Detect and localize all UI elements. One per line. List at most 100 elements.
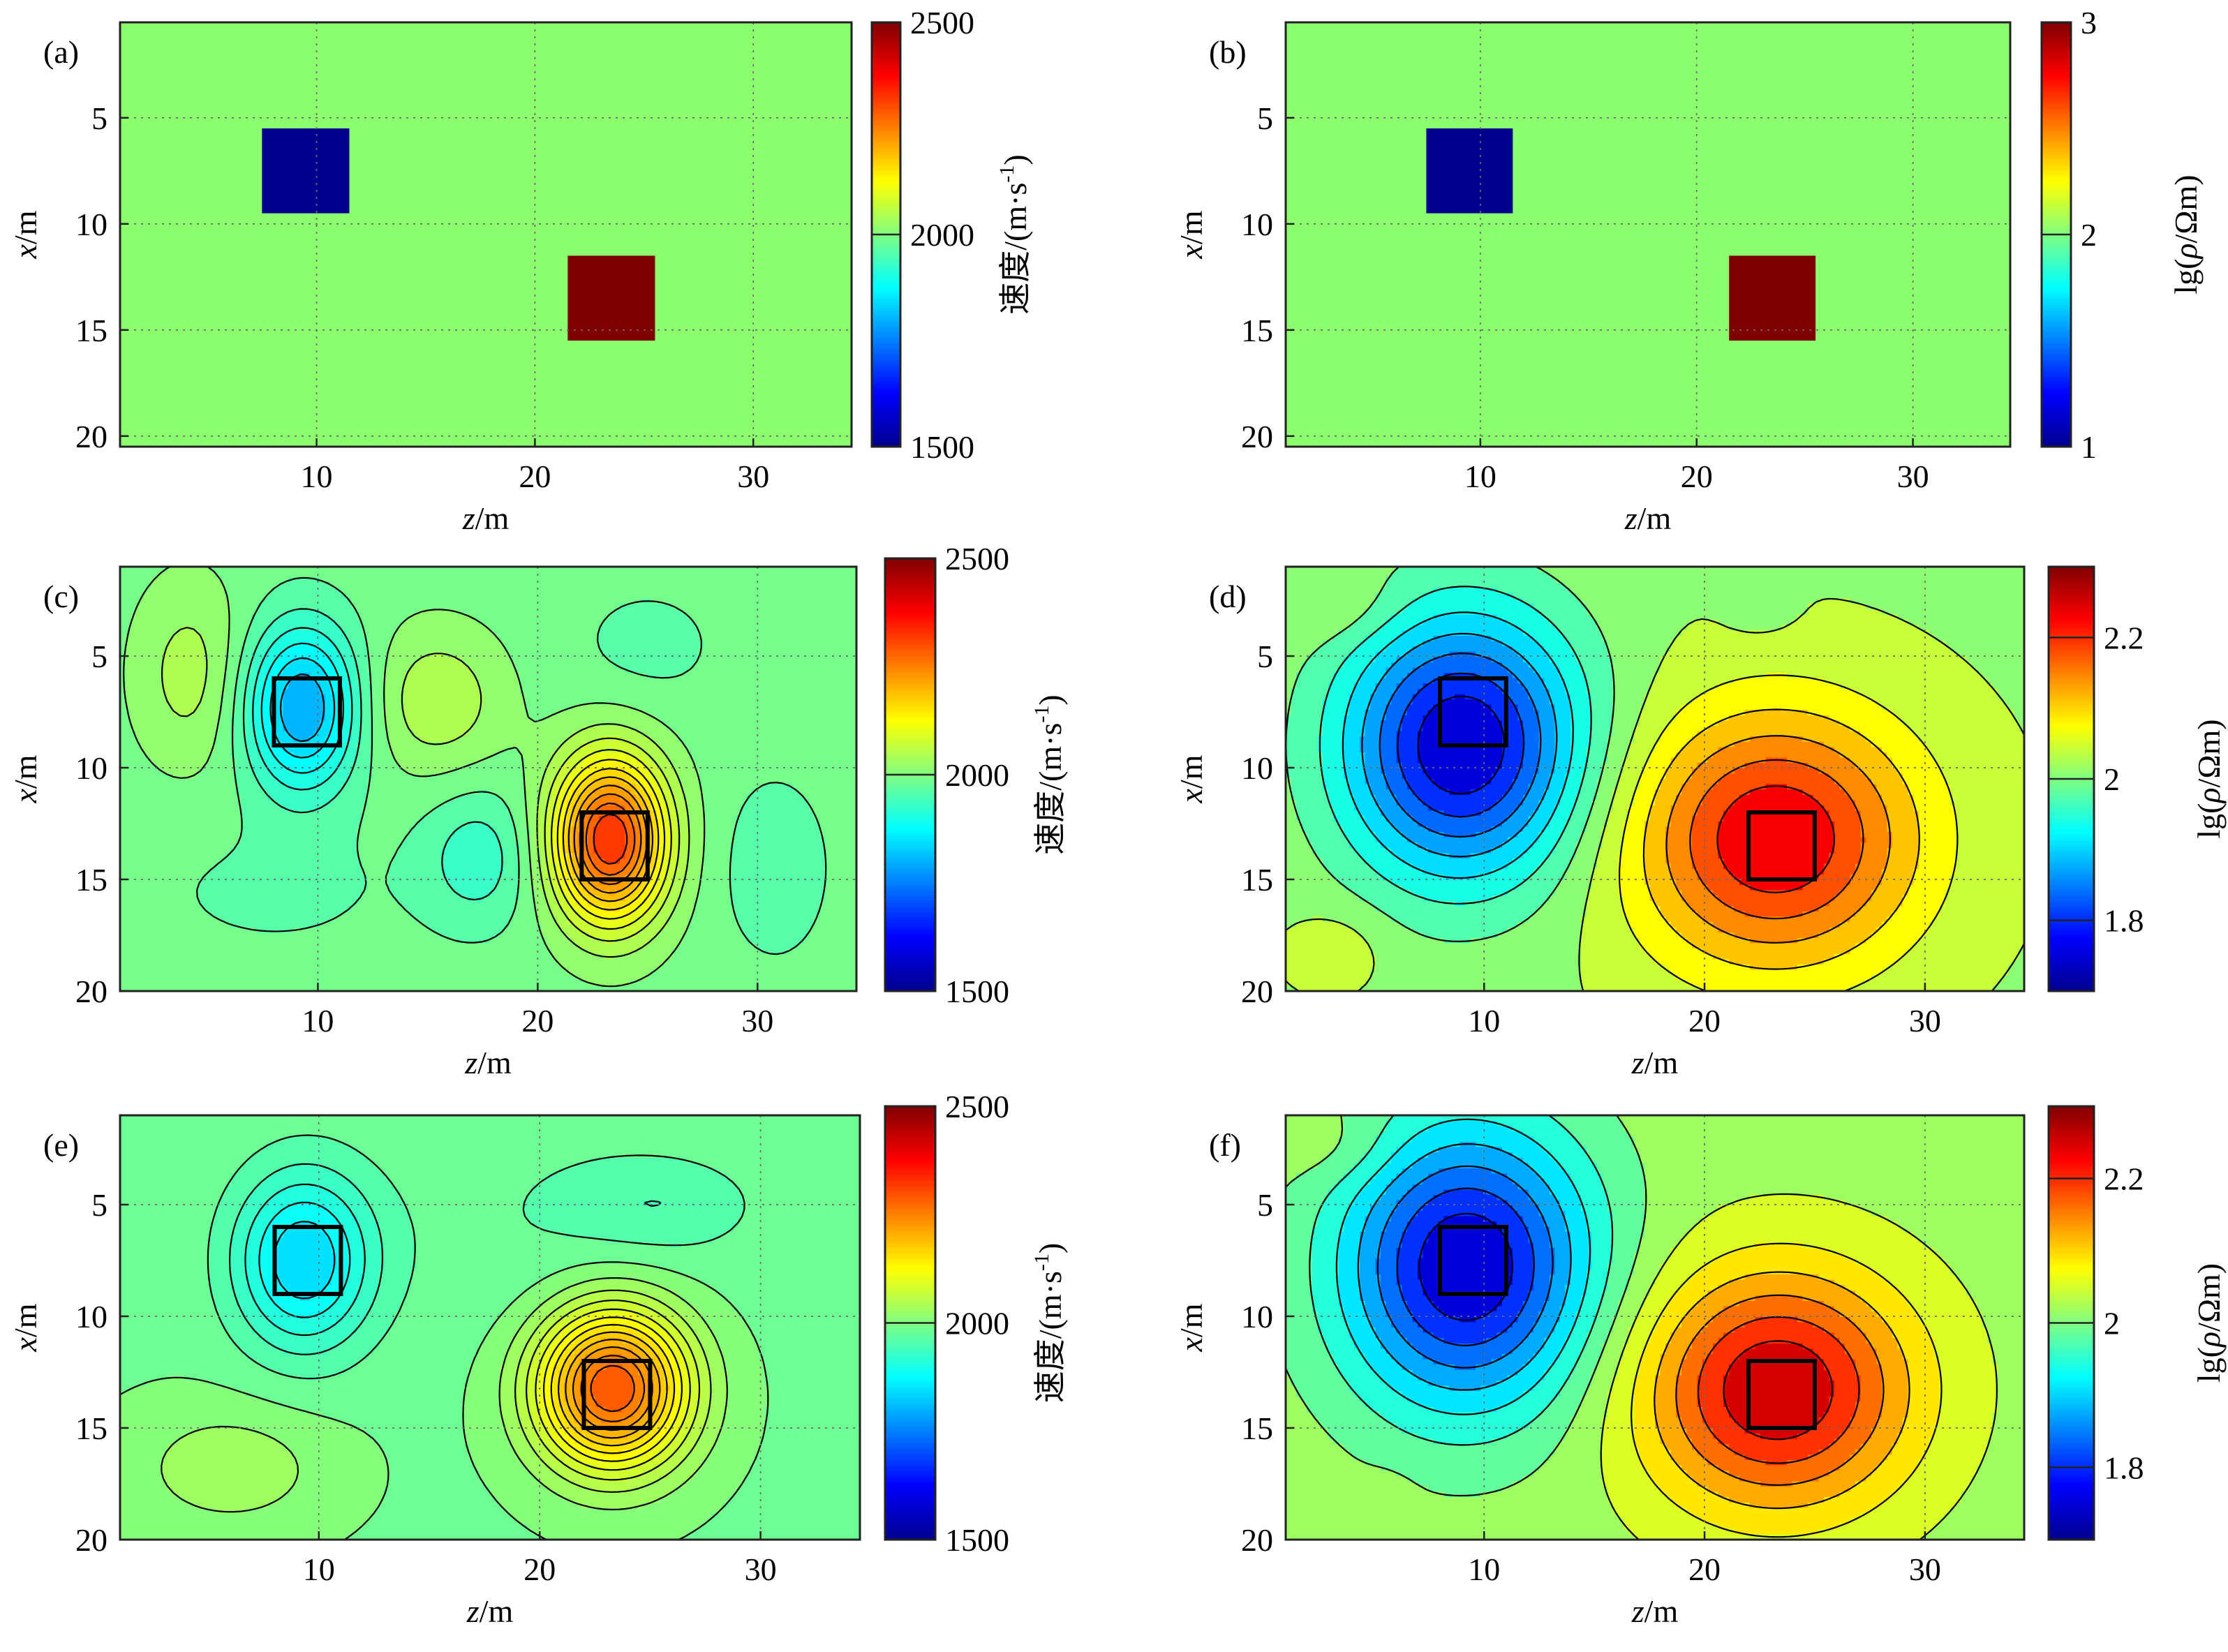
contour-line — [279, 674, 325, 743]
contour-line — [207, 1134, 745, 1380]
model-outline-box — [1746, 1359, 1817, 1430]
plot-frame — [119, 21, 853, 448]
contour-line — [1697, 1316, 1860, 1464]
colorbar: 1500 2000 2500 速度/(m·s-1) — [884, 541, 1068, 1009]
model-outline-box — [579, 810, 650, 881]
colorbar-tick-label: 2000 — [945, 1306, 1009, 1341]
contour-line — [550, 1324, 676, 1454]
background-field — [120, 22, 852, 447]
contour-line — [1335, 1118, 1591, 1415]
colorbar-tick-label: 2000 — [945, 757, 1009, 793]
y-axis-label: x/m — [8, 210, 43, 259]
grid-lines — [120, 567, 856, 991]
contour-line — [1379, 653, 1542, 838]
y-tick-label: 15 — [75, 1411, 107, 1446]
x-tick-label: 10 — [302, 1003, 334, 1039]
colorbar-label: lg(ρ/Ωm) — [2191, 1263, 2227, 1383]
x-tick-label: 20 — [1688, 1551, 1721, 1587]
plot-area — [1286, 567, 2024, 991]
contour-line — [567, 776, 653, 902]
y-tick-label: 15 — [1241, 313, 1273, 348]
filled-contours — [1286, 1115, 2024, 1540]
x-axis-label: z/m — [1624, 500, 1672, 536]
contour-line — [1689, 759, 1864, 920]
contour-line — [590, 1364, 635, 1413]
contour-line — [252, 627, 353, 791]
model-outline-box — [1438, 1225, 1508, 1296]
grid-lines — [1286, 1115, 2024, 1540]
model-outline-box — [272, 676, 342, 747]
grid-lines — [1286, 22, 2010, 447]
background-field — [1286, 22, 2010, 447]
y-tick-label: 10 — [75, 750, 107, 786]
colorbar-tick-label: 2.2 — [2104, 1161, 2144, 1197]
contour-line — [244, 1183, 366, 1337]
contour-line — [1361, 632, 1558, 858]
colorbar: 1500 2000 2500 速度/(m·s-1) — [884, 1089, 1068, 1558]
plot-area — [1286, 22, 2010, 447]
x-tick-label: 20 — [1681, 459, 1713, 494]
contour-line — [196, 576, 827, 955]
contour-line — [544, 737, 681, 942]
model-outline-box — [581, 1359, 653, 1430]
contour-line — [1397, 672, 1525, 818]
y-tick-label: 15 — [1241, 862, 1273, 898]
contour-line — [1417, 695, 1505, 795]
x-axis-label: z/m — [466, 1593, 514, 1629]
panel-label: (a) — [43, 34, 79, 70]
y-tick-label: 5 — [91, 101, 107, 136]
contour-line — [1286, 597, 2024, 991]
grid-lines — [1286, 567, 2024, 991]
contour-line — [1665, 735, 1891, 944]
x-tick-label: 20 — [521, 1003, 554, 1039]
y-tick-label: 10 — [75, 207, 107, 242]
contour-line — [556, 759, 666, 920]
y-axis-label: x/m — [8, 754, 43, 803]
plot-area — [120, 22, 852, 447]
y-tick-label: 10 — [1241, 207, 1273, 242]
y-axis-label: x/m — [8, 1303, 43, 1352]
panel-a: 10 20 30 5 10 15 20 z/m x/m (a) 1500 2000 2500 速度/(m·… — [8, 5, 1033, 536]
contour-line — [1642, 708, 1920, 970]
y-tick-label: 5 — [1257, 1187, 1273, 1223]
contour-line — [1396, 1187, 1535, 1346]
model-outline-box — [1746, 810, 1817, 881]
contour-line — [558, 1331, 668, 1447]
x-tick-label: 20 — [523, 1551, 556, 1587]
x-axis-label: z/m — [462, 500, 510, 536]
y-tick-label: 20 — [75, 974, 107, 1009]
plot-area — [120, 567, 856, 991]
plot-area — [1286, 1115, 2024, 1540]
contour-line — [535, 1308, 691, 1471]
panel-label: (c) — [43, 579, 79, 614]
colorbar-tick-label: 3 — [2081, 5, 2097, 40]
contour-line — [1342, 611, 1574, 879]
colorbar-tick-label: 1500 — [945, 974, 1009, 1009]
contour-line — [514, 1289, 712, 1493]
y-axis-label: x/m — [1173, 210, 1209, 259]
colorbar-tick-label: 2 — [2081, 217, 2097, 253]
low-anomaly-block — [1426, 128, 1513, 214]
y-tick-label: 20 — [75, 1522, 107, 1558]
contour-line — [543, 1316, 683, 1462]
panel-label: (b) — [1209, 34, 1247, 70]
y-tick-label: 20 — [1241, 974, 1273, 1009]
contour-line — [242, 608, 503, 901]
x-tick-label: 20 — [1688, 1003, 1721, 1039]
colorbar-tick-label: 1.8 — [2104, 903, 2144, 939]
panel-c: 10 20 30 5 10 15 20 z/m x/m (c) 1500 2000 2500 速度/(m·… — [8, 541, 1068, 1080]
colorbar-tick-label: 2 — [2104, 1306, 2120, 1341]
y-axis-label: x/m — [1173, 754, 1209, 803]
x-tick-label: 20 — [519, 459, 551, 494]
colorbar-label: 速度/(m·s-1) — [1030, 694, 1068, 854]
y-tick-label: 15 — [1241, 1411, 1273, 1446]
plot-frame — [119, 565, 858, 992]
colorbar-tick-label: 2 — [2104, 761, 2120, 797]
y-tick-label: 20 — [75, 419, 107, 454]
panel-e: 10 20 305101520z/mx/m(e)150020002500速度/(m·… — [8, 1089, 1068, 1629]
contour-line — [1619, 674, 1959, 991]
colorbar-tick-label: 1 — [2081, 429, 2097, 465]
y-tick-label: 5 — [1257, 639, 1273, 674]
contour-line — [161, 627, 690, 958]
contour-line — [565, 1339, 661, 1439]
